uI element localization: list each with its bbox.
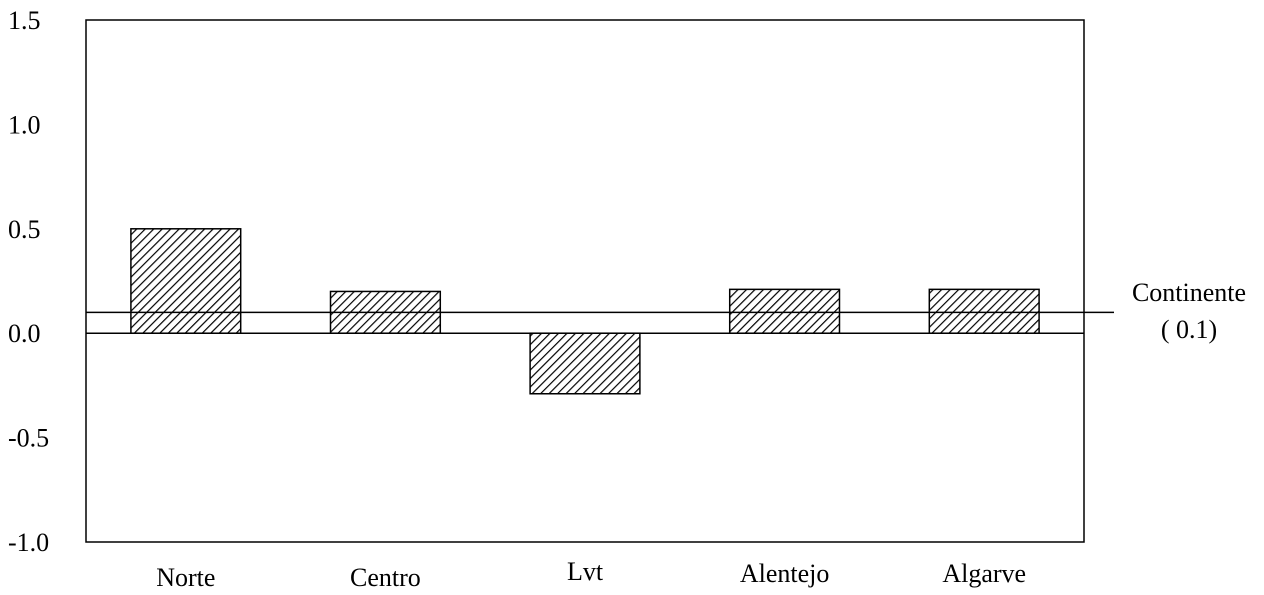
reference-lines	[86, 311, 1114, 334]
y-tick-label: 1.5	[8, 6, 41, 35]
reference-line-label: Continente	[1132, 278, 1246, 307]
x-axis-labels: Norte Centro Lvt Alentejo Algarve	[156, 557, 1026, 592]
reference-annotation: Continente ( 0.1)	[1132, 278, 1246, 344]
y-tick-label: -0.5	[8, 424, 49, 453]
x-tick-label: Alentejo	[740, 559, 830, 588]
y-tick-label: 0.0	[8, 319, 41, 348]
y-tick-label: -1.0	[8, 528, 49, 557]
x-tick-label: Centro	[350, 563, 421, 592]
x-tick-label: Lvt	[567, 557, 604, 586]
y-axis: -1.0 -0.5 0.0 0.5 1.0 1.5	[8, 6, 49, 557]
y-tick-label: 1.0	[8, 110, 41, 139]
bar-lvt	[529, 332, 641, 395]
bars	[130, 228, 1040, 395]
bar-alentejo	[728, 288, 841, 334]
reference-line-value-label: ( 0.1)	[1161, 315, 1217, 344]
bar-algarve	[928, 288, 1040, 334]
bar-norte	[130, 228, 242, 334]
y-tick-label: 0.5	[8, 215, 41, 244]
x-tick-label: Norte	[156, 563, 215, 592]
plot-frame	[85, 19, 1085, 543]
x-tick-label: Algarve	[942, 559, 1026, 588]
